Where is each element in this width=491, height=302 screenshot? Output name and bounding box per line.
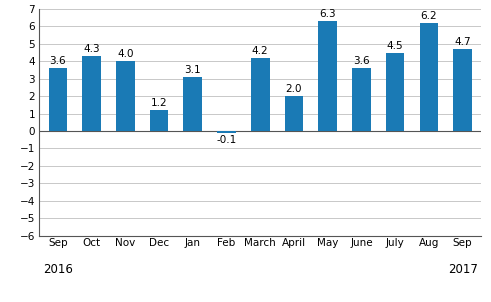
Bar [116,61,135,131]
Text: 3.1: 3.1 [185,65,201,75]
Text: 3.6: 3.6 [353,56,370,66]
Bar [453,49,472,131]
Bar [49,68,67,131]
Text: 1.2: 1.2 [151,98,167,108]
Text: 2.0: 2.0 [286,84,302,94]
Bar [352,68,371,131]
Text: 4.7: 4.7 [454,37,471,47]
Bar [251,58,270,131]
Text: 2017: 2017 [448,263,478,276]
Bar [285,96,303,131]
Bar [150,110,168,131]
Bar [184,77,202,131]
Bar [319,21,337,131]
Bar [420,23,438,131]
Text: 6.3: 6.3 [319,9,336,19]
Bar [386,53,405,131]
Bar [82,56,101,131]
Text: 4.3: 4.3 [83,44,100,54]
Text: 6.2: 6.2 [421,11,437,21]
Text: 4.5: 4.5 [387,40,404,50]
Bar [217,131,236,133]
Text: 4.0: 4.0 [117,49,134,59]
Text: 2016: 2016 [43,263,73,276]
Text: -0.1: -0.1 [217,135,237,145]
Text: 4.2: 4.2 [252,46,269,56]
Text: 3.6: 3.6 [50,56,66,66]
